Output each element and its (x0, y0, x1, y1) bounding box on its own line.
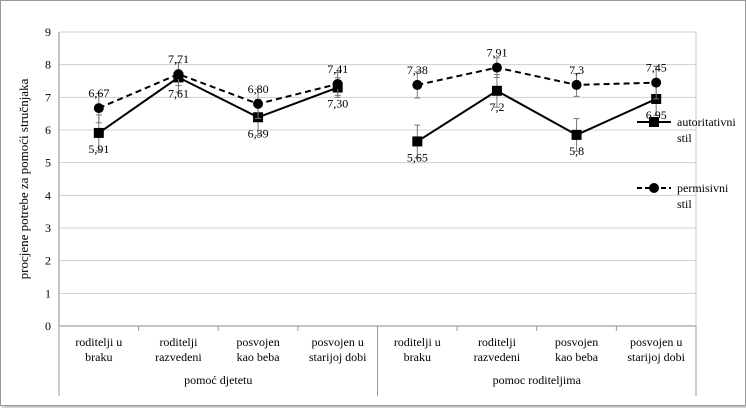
data-label: 7,3 (569, 63, 584, 77)
legend-marker-circle (649, 183, 659, 193)
y-tick-label: 6 (45, 123, 51, 137)
legend-marker-square (649, 117, 659, 127)
data-point-square (571, 129, 582, 140)
series-line (98, 76, 339, 134)
legend-label: stil (677, 131, 692, 145)
y-tick-label: 8 (45, 58, 51, 72)
data-label: 7,2 (489, 100, 504, 114)
x-category-label: razvedeni (155, 350, 202, 364)
x-category-label: kao beba (237, 350, 281, 364)
data-point-circle (412, 79, 423, 90)
data-label: 7,30 (327, 97, 348, 111)
x-category-label: kao beba (555, 350, 599, 364)
y-tick-label: 4 (45, 188, 51, 202)
data-point-circle (173, 69, 184, 80)
x-category-label: posvojen (236, 335, 279, 349)
data-label: 7,41 (327, 62, 348, 76)
data-label: 7,45 (646, 61, 667, 75)
data-point-square (412, 136, 423, 147)
data-label: 5,65 (407, 150, 428, 164)
series-line (98, 73, 338, 110)
series-line (416, 89, 657, 143)
data-point-circle (253, 98, 264, 109)
x-group-label: pomoć djetetu (184, 373, 252, 387)
data-label: 7,61 (168, 86, 189, 100)
y-tick-label: 2 (45, 254, 51, 268)
y-tick-label: 0 (45, 319, 51, 333)
legend-label: permisivni (677, 181, 729, 195)
x-group-label: pomoc roditeljima (493, 373, 582, 387)
data-point-circle (651, 77, 662, 88)
data-point-circle (93, 103, 104, 114)
data-point-square (491, 85, 502, 96)
legend-label: autoritativni (677, 115, 736, 129)
x-category-label: braku (404, 350, 431, 364)
data-label: 6,39 (248, 126, 269, 140)
y-tick-label: 9 (45, 25, 51, 39)
y-tick-label: 7 (45, 90, 51, 104)
x-category-label: starijoj dobi (309, 350, 367, 364)
x-category-label: razvedeni (474, 350, 521, 364)
x-category-label: posvojen (555, 335, 598, 349)
x-category-label: roditelji u (75, 335, 122, 349)
x-category-label: roditelji (159, 335, 198, 349)
y-tick-label: 3 (45, 221, 51, 235)
data-label: 6,80 (248, 82, 269, 96)
x-category-label: posvojen u (630, 335, 682, 349)
x-category-label: posvojen u (312, 335, 364, 349)
data-point-circle (491, 62, 502, 73)
data-label: 6,67 (88, 86, 109, 100)
series-line (417, 66, 657, 86)
data-label: 7,91 (486, 46, 507, 60)
data-point-circle (571, 79, 582, 90)
data-label: 7,38 (407, 63, 428, 77)
x-category-label: starijoj dobi (627, 350, 685, 364)
x-category-label: roditelji u (394, 335, 441, 349)
y-tick-label: 1 (45, 286, 51, 300)
y-axis-label: procjene potrebe za pomoći stručnjaka (16, 78, 31, 279)
data-point-square (93, 127, 104, 138)
legend-label: stil (677, 197, 692, 211)
data-label: 5,91 (88, 142, 109, 156)
data-label: 5,8 (569, 144, 584, 158)
x-category-label: braku (85, 350, 112, 364)
x-category-label: roditelji (478, 335, 517, 349)
data-label: 7,71 (168, 52, 189, 66)
y-tick-label: 5 (45, 156, 51, 170)
data-point-circle (332, 78, 343, 89)
